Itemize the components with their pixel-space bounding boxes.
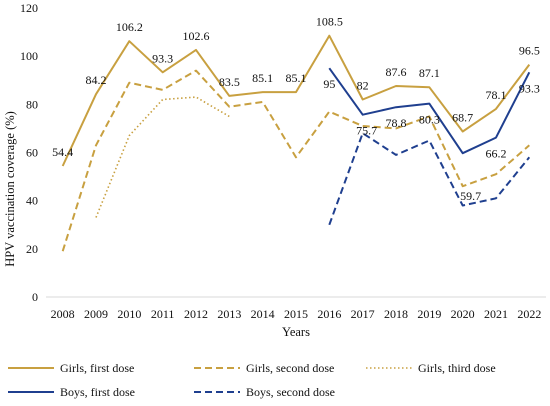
data-label: 108.5 bbox=[316, 15, 343, 29]
data-label: 54.4 bbox=[52, 145, 73, 159]
y-tick-label: 80 bbox=[26, 97, 38, 111]
series-lines bbox=[61, 34, 531, 252]
y-tick-label: 0 bbox=[32, 290, 38, 304]
y-tick-label: 20 bbox=[26, 242, 38, 256]
y-tick-label: 40 bbox=[26, 194, 38, 208]
x-tick-label: 2020 bbox=[451, 307, 475, 321]
series-line-1 bbox=[61, 34, 531, 167]
legend: Girls, first dose Girls, second dose Girls… bbox=[8, 361, 496, 399]
legend-label: Girls, second dose bbox=[246, 361, 334, 375]
x-tick-label: 2015 bbox=[284, 307, 308, 321]
x-tick-label: 2014 bbox=[251, 307, 275, 321]
data-label: 80.3 bbox=[419, 113, 440, 127]
data-label: 78.1 bbox=[486, 88, 507, 102]
x-tick-label: 2022 bbox=[517, 307, 541, 321]
x-axis-label: Years bbox=[282, 325, 310, 339]
series-line-3 bbox=[95, 96, 230, 218]
data-label: 102.6 bbox=[183, 29, 210, 43]
y-tick-label: 100 bbox=[20, 49, 38, 63]
data-label: 87.1 bbox=[419, 66, 440, 80]
series-line-5 bbox=[328, 132, 531, 226]
x-axis-ticks: 2008 2009 2010 2011 2012 2013 2014 2015 2016 2017… bbox=[51, 307, 542, 321]
x-tick-label: 2018 bbox=[384, 307, 408, 321]
data-labels: 54.4 84.2 106.2 93.3 102.6 83.5 85.1 85.1 108.5 8… bbox=[52, 15, 540, 204]
data-label: 93.3 bbox=[519, 81, 540, 95]
x-tick-label: 2016 bbox=[317, 307, 341, 321]
data-label: 68.7 bbox=[452, 111, 473, 125]
data-label: 84.2 bbox=[86, 73, 107, 87]
x-tick-label: 2013 bbox=[217, 307, 241, 321]
legend-label: Girls, third dose bbox=[418, 361, 496, 375]
y-tick-label: 120 bbox=[20, 1, 38, 15]
x-tick-label: 2017 bbox=[351, 307, 375, 321]
legend-label: Boys, first dose bbox=[60, 385, 135, 399]
y-tick-label: 60 bbox=[26, 146, 38, 160]
x-tick-label: 2011 bbox=[151, 307, 175, 321]
data-label: 59.7 bbox=[460, 189, 481, 203]
data-label: 93.3 bbox=[152, 51, 173, 65]
data-label: 85.1 bbox=[252, 71, 273, 85]
data-label: 106.2 bbox=[116, 20, 143, 34]
series-line-2 bbox=[61, 69, 530, 252]
x-tick-label: 2021 bbox=[484, 307, 508, 321]
data-label: 87.6 bbox=[386, 65, 407, 79]
x-tick-label: 2009 bbox=[84, 307, 108, 321]
data-label: 66.2 bbox=[486, 147, 507, 161]
y-axis-ticks: 0 20 40 60 80 100 120 bbox=[20, 1, 38, 304]
data-label: 78.8 bbox=[386, 116, 407, 130]
legend-label: Boys, second dose bbox=[246, 385, 335, 399]
y-axis-label: HPV vaccination coverage (%) bbox=[3, 111, 17, 267]
legend-label: Girls, first dose bbox=[60, 361, 134, 375]
x-tick-label: 2019 bbox=[417, 307, 441, 321]
data-label: 85.1 bbox=[286, 71, 307, 85]
data-label: 96.5 bbox=[519, 44, 540, 58]
series-line-4 bbox=[328, 67, 531, 155]
data-label: 95 bbox=[323, 77, 335, 91]
x-tick-label: 2008 bbox=[51, 307, 75, 321]
data-label: 75.7 bbox=[356, 124, 377, 138]
x-tick-label: 2010 bbox=[117, 307, 141, 321]
data-label: 82 bbox=[357, 79, 369, 93]
data-label: 83.5 bbox=[219, 75, 240, 89]
x-tick-label: 2012 bbox=[184, 307, 208, 321]
